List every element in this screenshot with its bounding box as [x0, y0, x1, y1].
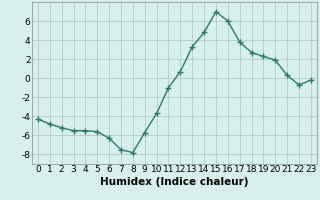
X-axis label: Humidex (Indice chaleur): Humidex (Indice chaleur): [100, 177, 249, 187]
